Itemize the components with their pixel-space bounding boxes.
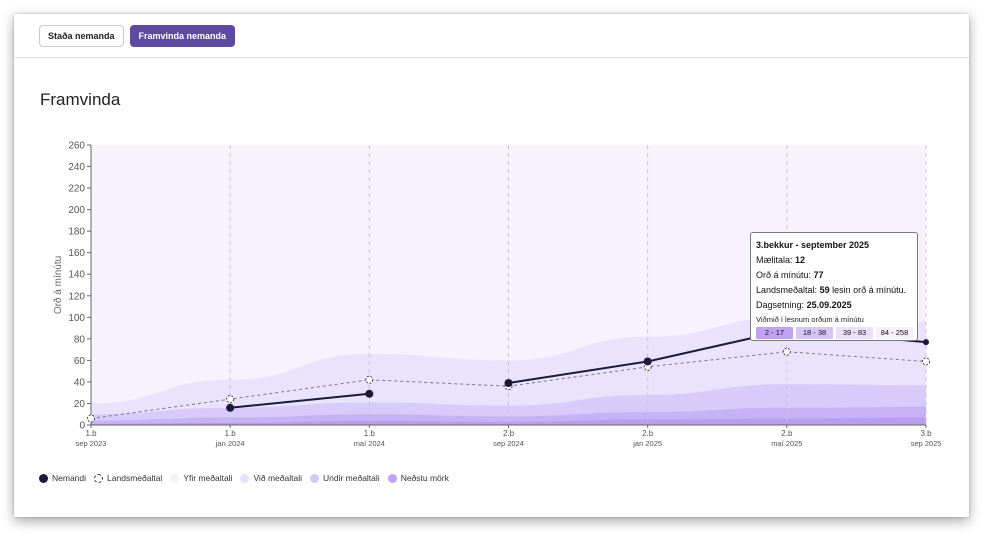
x-tick-label-date: sep 2023 — [76, 439, 107, 448]
y-tick-label: 180 — [68, 227, 85, 238]
nemandi-point — [226, 403, 235, 412]
y-tick-label: 40 — [74, 377, 86, 388]
tab-bar: Staða nemanda Framvinda nemanda — [39, 25, 236, 47]
x-tick-label-grade: 2.b — [781, 429, 793, 438]
legend-item-landsmedaltal[interactable]: Landsmeðaltal — [94, 473, 162, 483]
tooltip-range-nedstu: 2 - 17 — [756, 327, 793, 339]
tooltip-subtitle: Viðmið í lesnum orðum á mínútu — [756, 315, 864, 324]
dashed-circle-icon — [94, 473, 104, 483]
x-tick-label-date: jan 2025 — [632, 439, 662, 448]
tooltip-range-yfir: 84 - 258 — [876, 327, 913, 339]
progress-card: Staða nemanda Framvinda nemanda Framvind… — [14, 14, 969, 517]
legend-label: Neðstu mörk — [400, 473, 449, 483]
y-tick-label: 80 — [74, 334, 86, 345]
y-tick-label: 220 — [68, 184, 85, 195]
legend-label: Landsmeðaltal — [107, 473, 163, 483]
nemandi-point — [504, 379, 513, 387]
legend-item-yfir[interactable]: Yfir meðaltali — [170, 473, 232, 483]
x-tick-label-grade: 2.b — [642, 429, 654, 438]
tooltip-range-undir: 18 - 38 — [796, 327, 833, 339]
x-tick-label-date: sep 2025 — [911, 439, 942, 448]
chart-legend: Nemandi Landsmeðaltal Yfir meðaltali Við… — [39, 473, 457, 483]
tooltip-title: 3.bekkur - september 2025 — [756, 240, 870, 250]
page-title: Framvinda — [40, 90, 121, 109]
x-tick-label-date: maí 2024 — [354, 439, 385, 448]
y-tick-label: 200 — [68, 205, 85, 216]
chart-tooltip: 3.bekkur - september 2025 Mælitala: 12 O… — [750, 232, 918, 341]
nedstu-dot-icon — [387, 473, 397, 483]
landsmedaltal-point — [643, 362, 652, 371]
x-tick-label-grade: 3.b — [920, 429, 932, 438]
tooltip-range-vid: 39 - 83 — [836, 327, 873, 339]
x-tick-label-date: sep 2024 — [493, 439, 524, 448]
nemandi-point — [923, 339, 929, 346]
solid-dot-icon — [39, 473, 48, 483]
nemandi-point — [365, 389, 374, 398]
y-tick-label: 160 — [68, 248, 85, 259]
nemandi-point — [643, 357, 652, 366]
tooltip-row-landsmedaltal: Landsmeðaltal: 59 lesin orð á mínútu. — [756, 285, 907, 295]
undir-dot-icon — [309, 473, 319, 483]
legend-label: Við meðaltali — [253, 473, 302, 483]
legend-item-nemandi[interactable]: Nemandi — [39, 473, 86, 483]
x-tick-label-grade: 1.b — [364, 429, 376, 438]
legend-item-vid[interactable]: Við meðaltali — [240, 473, 302, 483]
header-divider — [14, 57, 969, 58]
x-tick-label-date: maí 2025 — [771, 439, 802, 448]
tooltip-ranges: 2 - 17 18 - 38 39 - 83 84 - 258 — [756, 327, 913, 339]
legend-label: Nemandi — [52, 473, 87, 483]
y-tick-label: 120 — [68, 291, 85, 302]
legend-item-nedstu[interactable]: Neðstu mörk — [387, 473, 449, 483]
tooltip-row-maelitala: Mælitala: 12 — [756, 255, 806, 265]
yfir-dot-icon — [170, 473, 180, 483]
x-tick-label-grade: 1.b — [85, 429, 97, 438]
tooltip-row-ord: Orð á mínútu: 77 — [756, 270, 824, 280]
legend-label: Undir meðaltali — [322, 473, 380, 483]
legend-item-undir[interactable]: Undir meðaltali — [309, 473, 380, 483]
landsmedaltal-point — [922, 357, 930, 366]
series-nemandi-line-1 — [230, 392, 370, 409]
y-tick-label: 260 — [68, 141, 85, 152]
x-tick-label-grade: 2.b — [503, 429, 515, 438]
y-tick-label: 60 — [74, 356, 86, 367]
landsmedaltal-point — [226, 395, 235, 404]
tab-student-progress[interactable]: Framvinda nemanda — [129, 25, 236, 47]
y-tick-label: 0 — [79, 421, 85, 432]
landsmedaltal-point — [87, 414, 95, 423]
legend-label: Yfir meðaltali — [183, 473, 233, 483]
landsmedaltal-point — [782, 347, 791, 356]
y-tick-label: 240 — [68, 162, 85, 173]
tab-student-status[interactable]: Staða nemanda — [39, 25, 124, 47]
y-tick-label: 100 — [68, 313, 85, 324]
band-neðstu-mörk — [91, 417, 926, 425]
y-axis-label: Orð á mínútu — [52, 256, 64, 314]
y-tick-label: 140 — [68, 270, 85, 281]
landsmedaltal-point — [365, 375, 374, 384]
x-tick-label-grade: 1.b — [225, 429, 237, 438]
x-tick-label-date: jan 2024 — [215, 439, 245, 448]
vid-dot-icon — [240, 473, 250, 483]
tooltip-row-dagsetning: Dagsetning: 25.09.2025 — [756, 300, 852, 310]
y-tick-label: 20 — [74, 399, 86, 410]
